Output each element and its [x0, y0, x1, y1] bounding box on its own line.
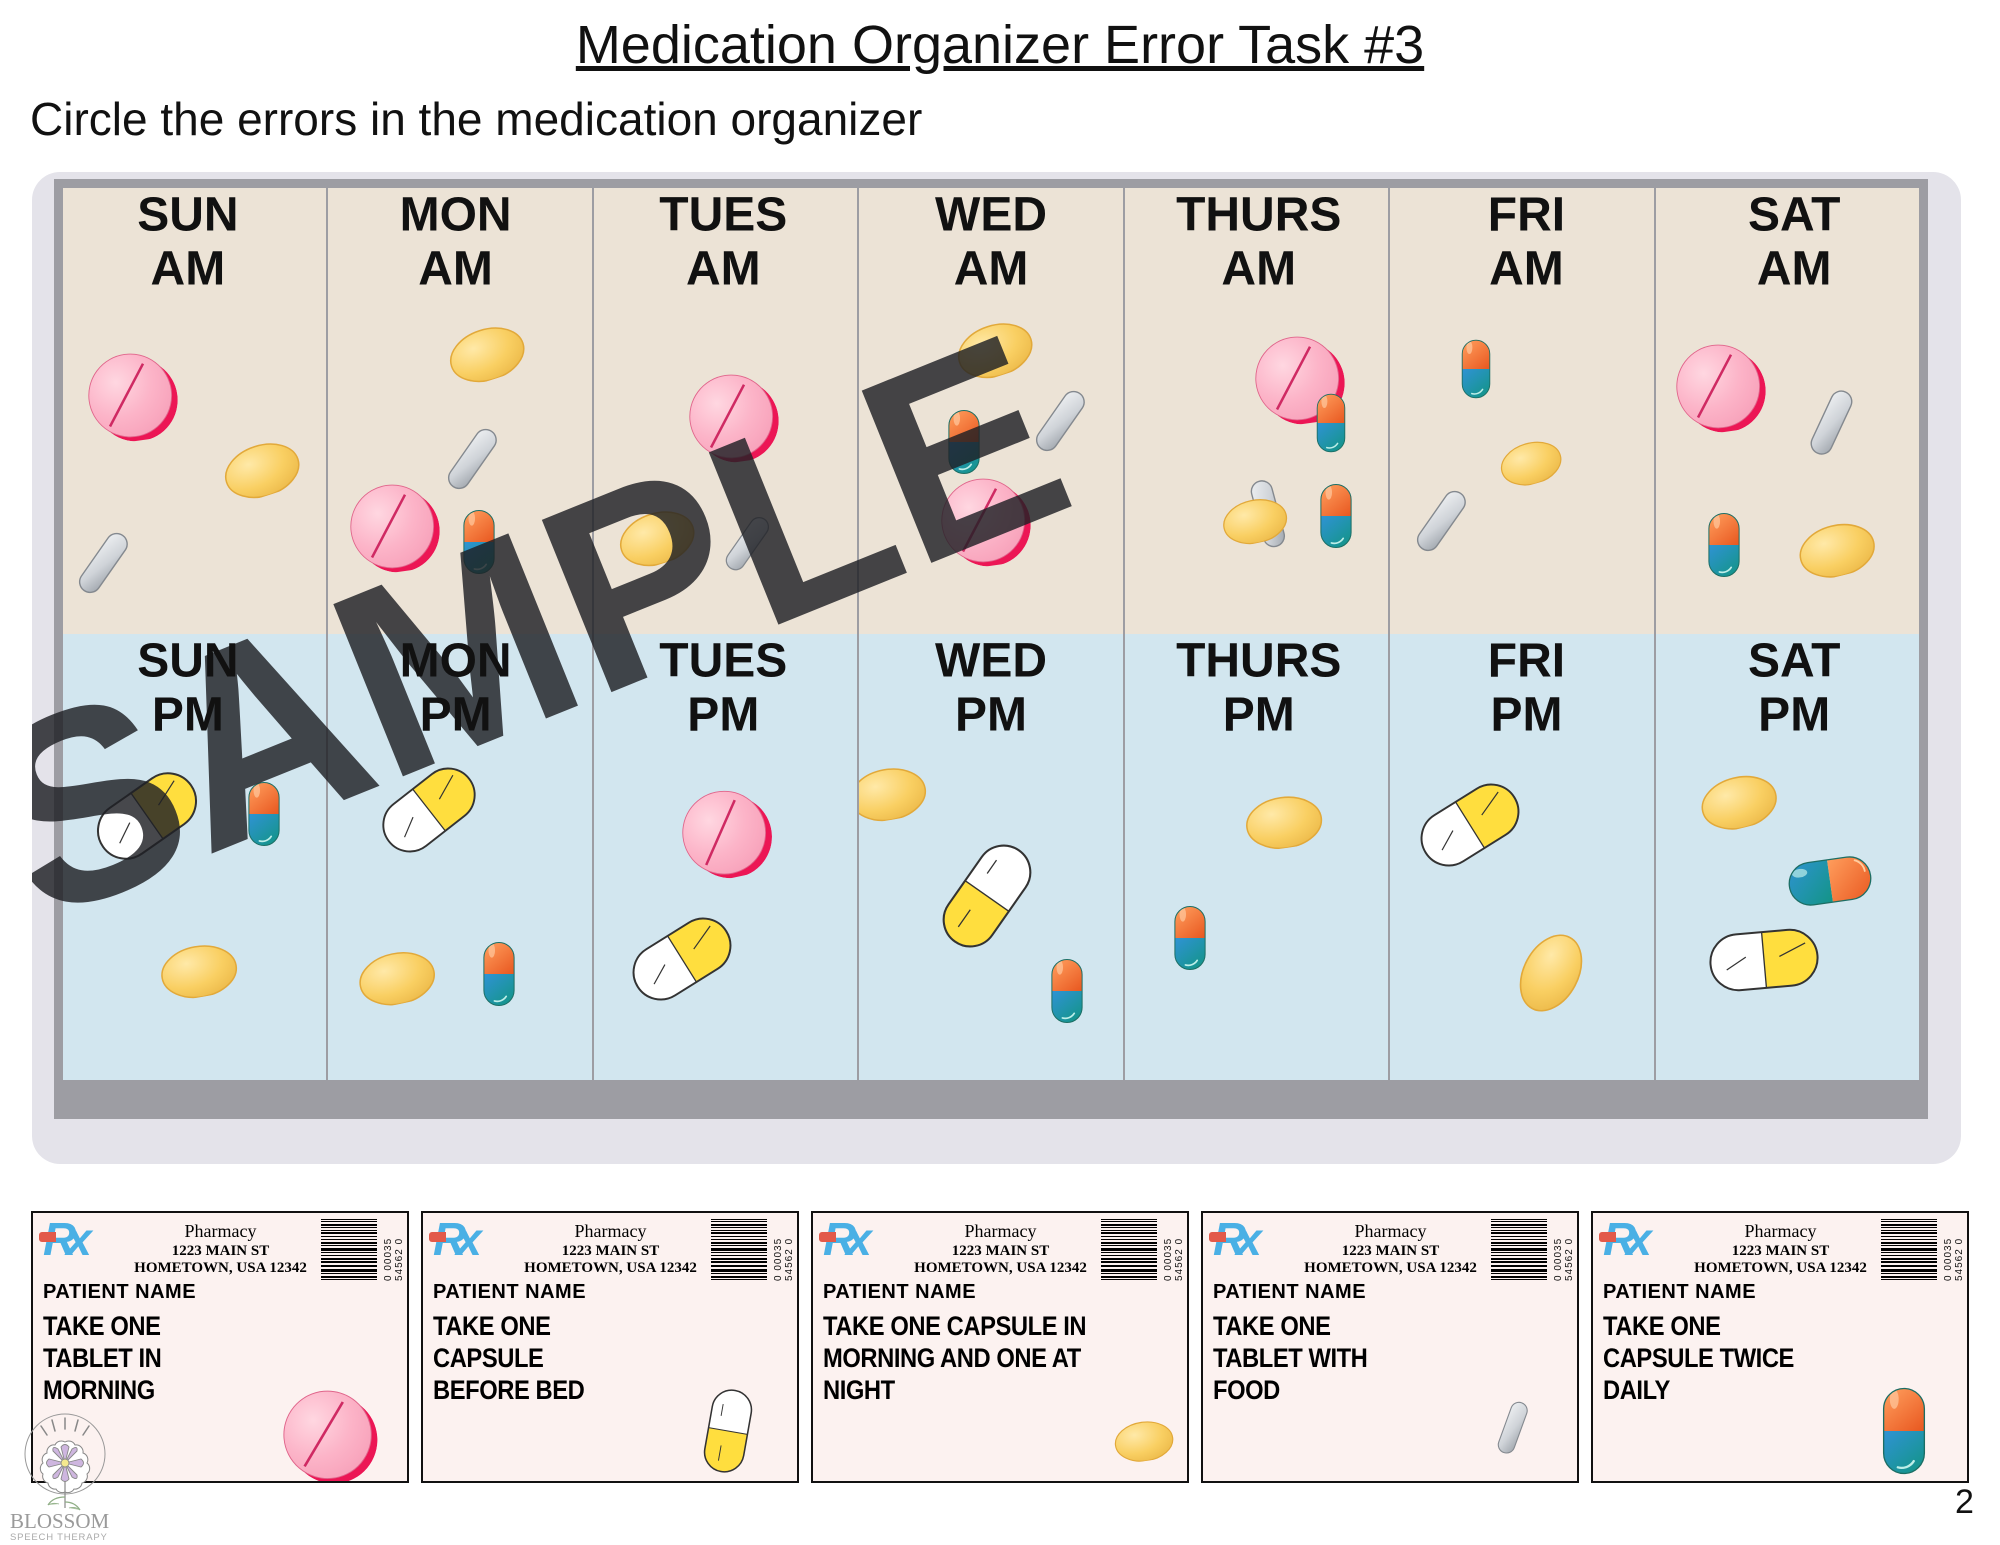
svg-text:BLOSSOM: BLOSSOM	[10, 1509, 110, 1533]
svg-text:SPEECH THERAPY: SPEECH THERAPY	[10, 1532, 108, 1543]
